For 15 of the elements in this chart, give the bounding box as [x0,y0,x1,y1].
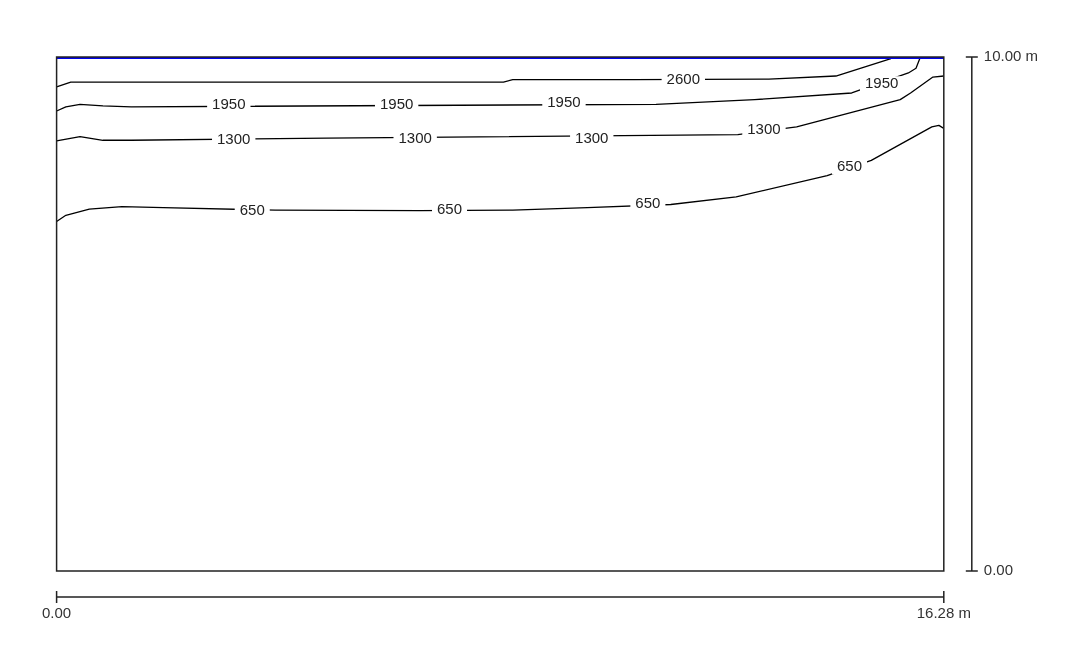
annotation: 650 [635,194,661,212]
annotation: 1300 [398,129,432,147]
annotation: 1300 [575,129,609,147]
annotation: 1950 [547,93,581,111]
annotation: 1950 [864,74,899,92]
y-tick-label: 10.00 m [983,47,1038,65]
annotation: 650 [239,200,265,218]
annotation: 2600 [666,69,700,87]
annotation: 1950 [379,95,414,113]
annotation: 1950 [212,95,246,113]
x-tick-label: 16.28 m [916,604,971,622]
annotation: 1300 [747,120,781,138]
annotation: 650 [837,156,863,174]
annotation: 1300 [217,130,251,148]
annotation: 650 [437,200,463,218]
